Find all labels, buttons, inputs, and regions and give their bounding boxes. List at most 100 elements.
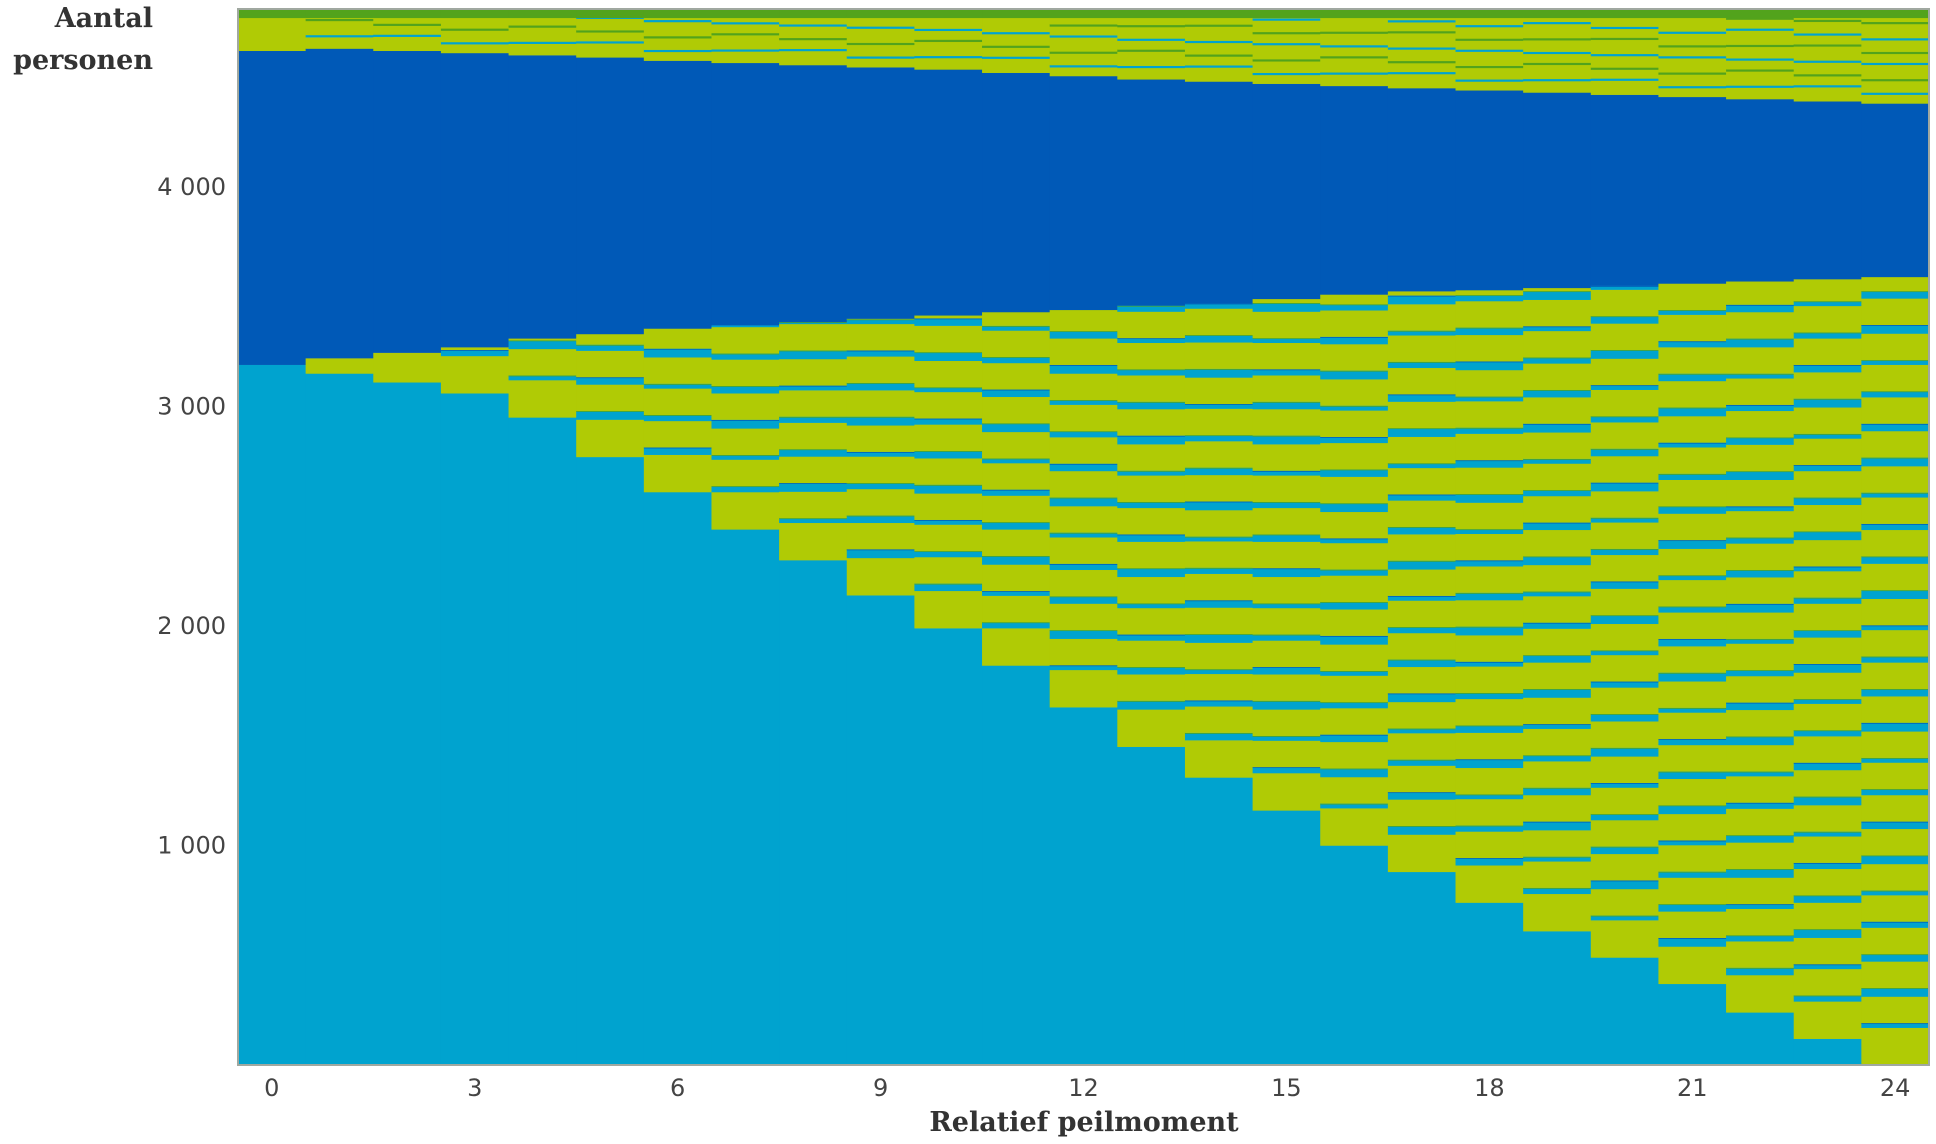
segment-thin-line — [1252, 502, 1321, 503]
segment-light-blue — [1726, 603, 1795, 613]
segment-thin-line — [1455, 427, 1524, 429]
segment-yellow-green — [1252, 20, 1321, 33]
segment-yellow-green — [576, 43, 645, 58]
segment-yellow-green — [779, 50, 848, 66]
segment-thin-line — [1252, 18, 1321, 21]
segment-thin-line — [1252, 369, 1321, 371]
segment-light-blue — [1726, 304, 1795, 313]
segment-thin-line — [576, 41, 645, 44]
segment-thin-line — [982, 423, 1051, 425]
segment-yellow-green — [305, 20, 374, 36]
segment-light-blue — [1793, 531, 1862, 541]
segment-yellow-green — [1726, 311, 1795, 339]
segment-yellow-green — [914, 556, 983, 584]
segment-thin-line — [1658, 904, 1727, 906]
segment-yellow-green — [846, 488, 915, 516]
segment-thin-line — [1523, 291, 1592, 293]
segment-thin-line — [1658, 639, 1727, 640]
segment-yellow-green — [1861, 430, 1930, 458]
segment-light-blue — [1049, 430, 1118, 438]
segment-light-blue — [982, 590, 1051, 596]
segment-yellow-green — [1658, 845, 1727, 872]
segment-yellow-green — [1861, 17, 1930, 23]
segment-light-blue — [1455, 361, 1524, 371]
segment-thin-line — [914, 520, 983, 521]
segment-thin-line — [1387, 560, 1457, 562]
segment-yellow-green — [711, 24, 780, 34]
segment-thin-line — [1590, 615, 1659, 617]
segment-light-blue — [1320, 845, 1389, 1066]
segment-thin-line — [1658, 575, 1727, 577]
segment-light-blue — [1726, 935, 1795, 942]
segment-thin-line — [643, 36, 712, 39]
segment-yellow-green — [1117, 409, 1186, 436]
segment-dark-blue — [1049, 75, 1118, 311]
segment-light-blue — [1861, 589, 1930, 599]
segment-thin-line — [1523, 689, 1592, 690]
segment-thin-line — [1590, 448, 1659, 450]
segment-yellow-green — [1184, 607, 1254, 635]
segment-yellow-green — [1387, 291, 1457, 296]
segment-yellow-green — [914, 458, 983, 485]
segment-yellow-green — [1049, 17, 1118, 25]
segment-light-blue — [1387, 871, 1457, 1066]
segment-green — [1658, 9, 1727, 19]
segment-yellow-green — [1861, 333, 1930, 361]
segment-yellow-green — [238, 17, 307, 52]
segment-yellow-green — [1523, 794, 1592, 822]
segment-thin-line — [1117, 470, 1186, 472]
segment-yellow-green — [1590, 55, 1659, 68]
segment-thin-line — [1387, 330, 1457, 332]
segment-yellow-green — [1523, 64, 1592, 80]
segment-light-blue — [1726, 470, 1795, 480]
segment-yellow-green — [779, 323, 848, 351]
segment-yellow-green — [914, 391, 983, 419]
segment-yellow-green — [508, 380, 577, 418]
segment-yellow-green — [1455, 51, 1524, 66]
segment-light-blue — [1523, 856, 1592, 862]
segment-thin-line — [1117, 603, 1186, 605]
segment-thin-line — [1455, 396, 1524, 398]
segment-light-blue — [1658, 473, 1727, 480]
segment-thin-line — [1590, 78, 1659, 81]
segment-thin-line — [1387, 428, 1457, 430]
segment-thin-line — [1861, 689, 1930, 690]
segment-light-blue — [1117, 401, 1186, 410]
segment-light-blue — [1049, 629, 1118, 639]
segment-yellow-green — [1658, 447, 1727, 474]
segment-thin-line — [1658, 407, 1727, 409]
segment-yellow-green — [1252, 34, 1321, 44]
segment-dark-blue — [238, 50, 307, 365]
segment-yellow-green — [1523, 596, 1592, 623]
segment-yellow-green — [779, 456, 848, 484]
segment-yellow-green — [1726, 87, 1795, 100]
segment-thin-line — [1117, 49, 1186, 52]
segment-light-blue — [1590, 713, 1659, 722]
segment-thin-line — [1049, 532, 1118, 534]
segment-thin-line — [1658, 739, 1727, 740]
segment-yellow-green — [1523, 893, 1592, 932]
segment-light-blue — [1793, 566, 1862, 572]
segment-thin-line — [1184, 24, 1254, 27]
segment-yellow-green — [1387, 17, 1457, 21]
segment-thin-line — [1590, 915, 1659, 917]
segment-yellow-green — [1184, 673, 1254, 701]
segment-light-blue — [1523, 522, 1592, 531]
segment-thin-line — [1726, 670, 1795, 672]
segment-thin-line — [779, 385, 848, 387]
x-tick-label: 18 — [1474, 1074, 1505, 1102]
segment-yellow-green — [1320, 808, 1389, 846]
segment-light-blue — [1590, 650, 1659, 656]
segment-thin-line — [1049, 365, 1118, 366]
segment-yellow-green — [1793, 672, 1862, 700]
segment-light-blue — [1320, 336, 1389, 345]
segment-thin-line — [1184, 501, 1254, 503]
segment-yellow-green — [711, 491, 780, 530]
segment-yellow-green — [1793, 305, 1862, 333]
segment-thin-line — [1117, 667, 1186, 668]
segment-light-blue — [1726, 1012, 1795, 1066]
segment-yellow-green — [508, 338, 577, 341]
segment-light-blue — [1455, 692, 1524, 700]
segment-green — [846, 9, 915, 19]
segment-dark-blue — [779, 64, 848, 323]
